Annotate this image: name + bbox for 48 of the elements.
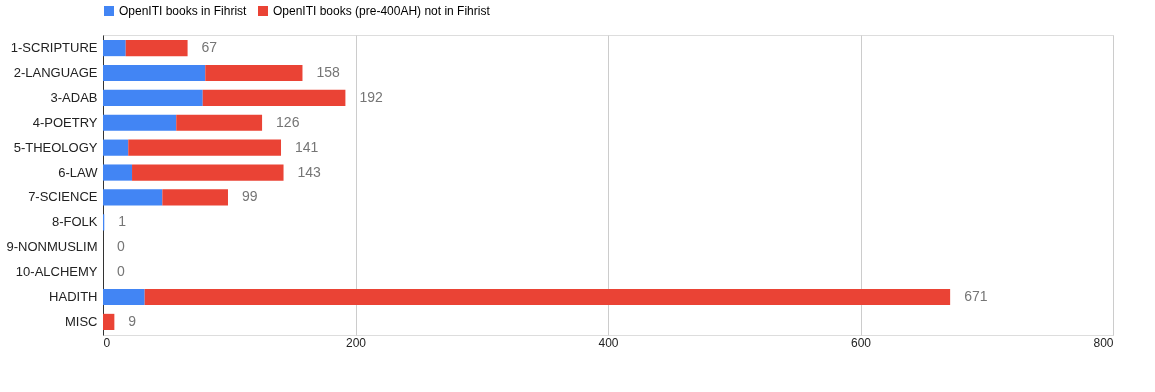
y-tick-label: 3-ADAB xyxy=(50,89,98,105)
y-tick-label: 9-NONMUSLIM xyxy=(6,239,98,255)
x-tick-label: 600 xyxy=(850,335,872,350)
bar xyxy=(103,114,177,131)
total-label: 192 xyxy=(359,88,383,105)
total-label: 141 xyxy=(295,138,319,155)
x-tick-label: 800 xyxy=(1093,335,1114,350)
bar xyxy=(144,288,951,306)
bar xyxy=(103,288,145,306)
total-label: 0 xyxy=(117,263,125,280)
y-tick-label: 4-POETRY xyxy=(32,114,98,130)
bar xyxy=(103,164,133,181)
total-label: 126 xyxy=(276,113,300,130)
total-label: 99 xyxy=(241,188,258,205)
total-label: 9 xyxy=(128,312,137,329)
y-tick-label: 6-LAW xyxy=(58,164,99,180)
total-label: 143 xyxy=(297,163,322,180)
bar xyxy=(125,39,188,57)
bar xyxy=(103,89,203,106)
bar xyxy=(103,64,206,82)
bar xyxy=(103,313,115,331)
y-tick-label: 10-ALCHEMY xyxy=(15,264,98,280)
x-tick-label: 400 xyxy=(598,335,619,350)
bar xyxy=(176,114,263,131)
total-label: 671 xyxy=(964,288,988,305)
bar xyxy=(132,164,284,181)
y-tick-label: 8-FOLK xyxy=(51,214,98,230)
legend-label: OpenITI books (pre-400AH) not in Fihrist xyxy=(273,4,491,18)
bar xyxy=(103,139,129,156)
y-tick-label: 1-SCRIPTURE xyxy=(10,40,98,56)
bar xyxy=(202,89,346,106)
y-tick-label: 2-LANGUAGE xyxy=(13,64,98,80)
total-label: 67 xyxy=(201,39,218,56)
total-label: 0 xyxy=(117,238,125,255)
total-label: 1 xyxy=(118,213,127,230)
y-tick-label: HADITH xyxy=(49,289,98,305)
y-tick-label: 7-SCIENCE xyxy=(28,189,98,205)
bar xyxy=(103,189,163,206)
total-label: 158 xyxy=(316,63,341,80)
legend-label: OpenITI books in Fihrist xyxy=(119,4,248,18)
bar xyxy=(205,64,303,82)
bar xyxy=(128,139,282,156)
bar xyxy=(103,39,126,57)
y-tick-label: 5-THEOLOGY xyxy=(13,139,98,155)
bar xyxy=(162,189,228,206)
x-tick-label: 0 xyxy=(103,335,111,350)
x-tick-label: 200 xyxy=(345,335,367,350)
y-tick-label: MISC xyxy=(65,313,98,329)
